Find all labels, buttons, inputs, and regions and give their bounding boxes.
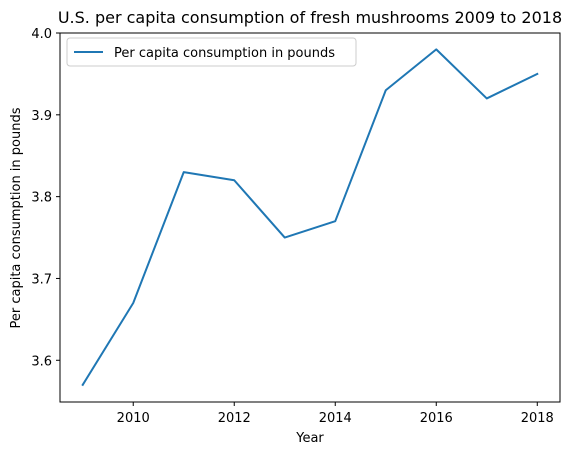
x-tick-label: 2010 xyxy=(117,411,150,426)
x-tick-label: 2016 xyxy=(420,411,453,426)
legend-label: Per capita consumption in pounds xyxy=(114,46,335,61)
axis-ticks: 2010 2012 2014 2016 2018 3.6 3.7 3.8 3.9 4.0 xyxy=(31,27,554,426)
y-tick-label: 3.9 xyxy=(31,109,52,124)
data-point xyxy=(81,383,84,386)
y-tick-label: 3.7 xyxy=(31,272,52,287)
legend-box xyxy=(66,37,357,67)
data-point xyxy=(182,171,185,174)
chart-title: U.S. per capita consumption of fresh mus… xyxy=(58,8,562,27)
y-tick-label: 3.6 xyxy=(31,354,52,369)
data-point xyxy=(384,89,387,92)
data-point xyxy=(233,179,236,182)
series-layer xyxy=(81,48,539,387)
plot-frame xyxy=(59,32,561,403)
data-point xyxy=(435,48,438,51)
data-point xyxy=(132,302,135,305)
x-tick-label: 2012 xyxy=(218,411,251,426)
legend: Per capita consumption in pounds xyxy=(66,37,357,67)
y-tick-label: 3.8 xyxy=(31,191,52,206)
data-point xyxy=(536,72,539,75)
y-axis-title: Per capita consumption in pounds xyxy=(9,107,24,328)
data-point xyxy=(283,236,286,239)
y-tick-label: 4.0 xyxy=(31,27,52,42)
x-tick-label: 2014 xyxy=(319,411,352,426)
x-tick-label: 2018 xyxy=(521,411,554,426)
x-axis-title: Year xyxy=(295,431,324,446)
plot-area: 2010 2012 2014 2016 2018 3.6 3.7 3.8 3.9 4.0 xyxy=(31,27,561,426)
data-point xyxy=(334,220,337,223)
data-point xyxy=(485,97,488,100)
series-line xyxy=(81,48,539,387)
